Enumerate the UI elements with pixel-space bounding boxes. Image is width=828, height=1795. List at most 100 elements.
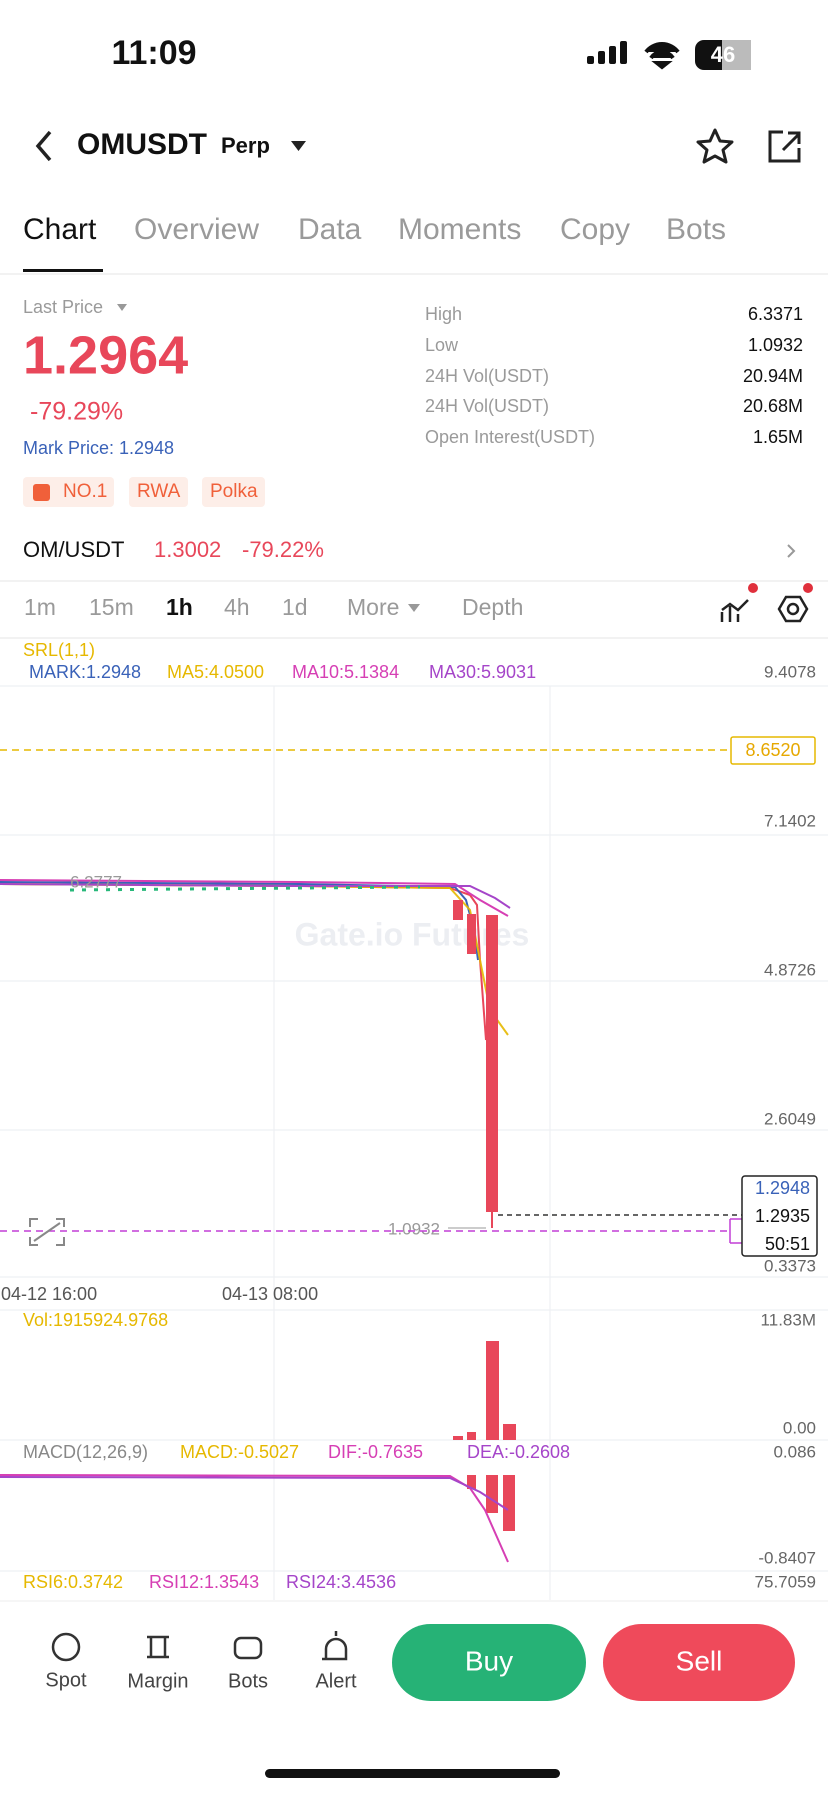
stat-label: 24H Vol(USDT) [425, 396, 549, 416]
symbol-dropdown[interactable] [291, 141, 306, 151]
nav-label[interactable]: Alert [315, 1670, 357, 1692]
status-time: 11:09 [111, 34, 196, 72]
tab[interactable]: Data [298, 213, 362, 246]
signal-icon [587, 41, 627, 64]
buy-label[interactable]: Buy [465, 1645, 513, 1676]
price-axis-label: 4.8726 [764, 960, 816, 979]
home-indicator [265, 1769, 560, 1778]
index-pair[interactable]: OM/USDT [23, 537, 124, 562]
chart-grid [0, 685, 828, 1600]
macd-label: DEA:-0.2608 [467, 1442, 570, 1462]
price-axis-label: 7.1402 [764, 811, 816, 830]
fullscreen-button[interactable] [29, 1218, 65, 1246]
nav-label[interactable]: Bots [228, 1670, 268, 1692]
indicator-button[interactable] [720, 599, 749, 622]
alert-icon[interactable] [322, 1631, 348, 1661]
price-change: -79.29% [30, 398, 123, 426]
share-button[interactable] [768, 130, 801, 163]
interval[interactable]: 1h [166, 594, 193, 620]
volume-bars [453, 1341, 516, 1440]
macd-axis-label: 0.086 [773, 1442, 816, 1461]
stat-value: 20.68M [743, 396, 803, 416]
tab-indicator [23, 269, 103, 272]
stat-value: 6.3371 [748, 304, 803, 324]
interval[interactable]: 4h [224, 594, 250, 620]
volume-label: Vol:1915924.9768 [23, 1310, 168, 1330]
stat-label: High [425, 304, 462, 324]
contract-tag: Perp [221, 133, 270, 158]
high-marker: 6.2777 [70, 872, 122, 891]
stat-value: 1.0932 [748, 335, 803, 355]
low-marker: 1.0932 [388, 1219, 440, 1238]
tag[interactable]: RWA [137, 481, 181, 502]
index-change: -79.22% [242, 537, 324, 562]
rsi-label: RSI6:0.3742 [23, 1572, 123, 1592]
ma-label: MA10:5.1384 [292, 662, 399, 682]
tag-box[interactable] [202, 477, 265, 507]
macd-chart [0, 1474, 515, 1563]
price-axis-label: 9.4078 [764, 662, 816, 681]
settings-button[interactable] [777, 595, 809, 623]
last-price-label[interactable]: Last Price [23, 297, 103, 317]
countdown: 50:51 [765, 1234, 810, 1254]
back-button[interactable] [35, 130, 52, 162]
time-label: 04-12 16:00 [1, 1284, 97, 1304]
margin-icon[interactable] [147, 1635, 169, 1659]
tag[interactable]: NO.1 [63, 481, 107, 502]
tab[interactable]: Overview [134, 213, 259, 246]
sell-label[interactable]: Sell [676, 1645, 723, 1676]
rsi-label: RSI24:3.4536 [286, 1572, 396, 1592]
bots-icon[interactable] [233, 1636, 263, 1660]
price-axis-label: 0.3373 [764, 1256, 816, 1275]
stat-label: 24H Vol(USDT) [425, 366, 549, 386]
volume-axis-label: 11.83M [761, 1310, 816, 1329]
nav-label[interactable]: Spot [45, 1669, 87, 1691]
interval[interactable]: More [347, 594, 399, 620]
mark-price: Mark Price: 1.2948 [23, 438, 174, 458]
tab[interactable]: Copy [560, 213, 630, 246]
interval[interactable]: 1d [282, 594, 308, 620]
ma-label: MARK:1.2948 [29, 662, 141, 682]
chart-indicator: SRL(1,1) [23, 640, 95, 660]
volume-axis-label: 0.00 [783, 1418, 816, 1437]
spot-icon[interactable] [51, 1632, 81, 1662]
rsi-label: RSI12:1.3543 [149, 1572, 259, 1592]
symbol[interactable]: OMUSDT [77, 128, 207, 161]
index-price: 1.3002 [154, 537, 221, 562]
tab[interactable]: Bots [666, 213, 726, 246]
macd-label: MACD(12,26,9) [23, 1442, 148, 1462]
current-price-box [741, 1175, 818, 1257]
macd-label: DIF:-0.7635 [328, 1442, 423, 1462]
price-axis-label: 2.6049 [764, 1109, 816, 1128]
interval[interactable]: Depth [462, 594, 523, 620]
nav-label[interactable]: Margin [127, 1670, 188, 1692]
wifi-icon [644, 42, 680, 70]
tag[interactable]: Polka [210, 481, 258, 502]
current-price: 1.2935 [755, 1206, 810, 1226]
price-line-label: 8.6520 [745, 740, 800, 760]
index-chevron[interactable] [787, 544, 796, 558]
tag-box[interactable] [129, 477, 188, 507]
ma-label: MA5:4.0500 [167, 662, 264, 682]
tab[interactable]: Chart [23, 213, 97, 246]
battery-level: 46 [711, 42, 735, 67]
price-chart [0, 879, 511, 1041]
interval[interactable]: 1m [24, 594, 56, 620]
rsi-axis-label: 75.7059 [755, 1572, 816, 1591]
tab[interactable]: Moments [398, 213, 521, 246]
stat-value: 20.94M [743, 366, 803, 386]
candle [453, 900, 463, 920]
stat-value: 1.65M [753, 427, 803, 447]
macd-label: MACD:-0.5027 [180, 1442, 299, 1462]
favorite-button[interactable] [696, 128, 734, 164]
stat-label: Low [425, 335, 459, 355]
macd-axis-label: -0.8407 [758, 1548, 816, 1567]
interval[interactable]: 15m [89, 594, 134, 620]
time-label: 04-13 08:00 [222, 1284, 318, 1304]
stat-label: Open Interest(USDT) [425, 427, 595, 447]
sell-button[interactable] [603, 1624, 795, 1701]
current-mark: 1.2948 [755, 1178, 810, 1198]
buy-button[interactable] [392, 1624, 586, 1701]
ma-label: MA30:5.9031 [429, 662, 536, 682]
